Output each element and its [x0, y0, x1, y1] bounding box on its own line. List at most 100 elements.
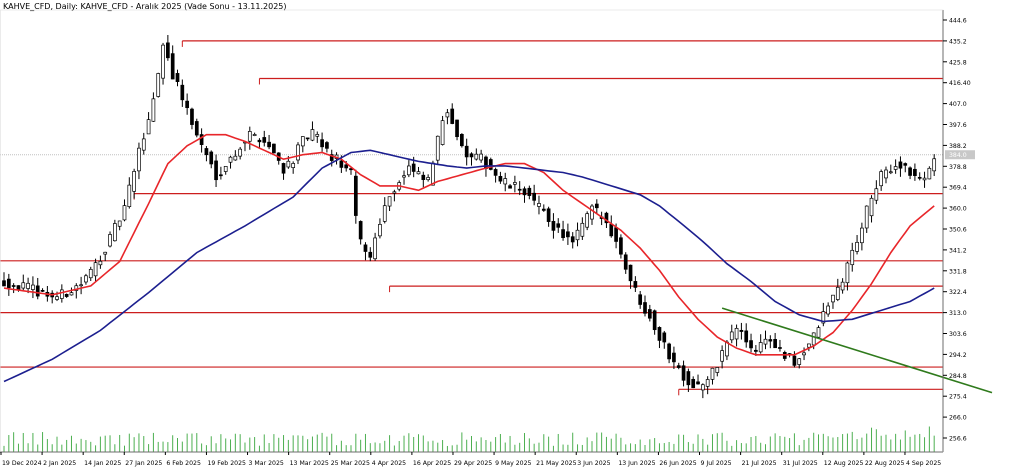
candle-body	[802, 352, 806, 356]
candle-body	[272, 143, 276, 154]
candle-body	[127, 184, 132, 207]
candle-body	[768, 339, 773, 342]
candle-body	[219, 174, 223, 177]
candle-body	[329, 154, 334, 161]
candle-body	[879, 171, 884, 187]
candle-body	[884, 169, 888, 179]
y-tick-label: 284.8	[949, 373, 967, 380]
candle-body	[378, 224, 382, 237]
last-price-box	[945, 150, 975, 160]
candle-body	[223, 166, 228, 172]
candle-body	[667, 343, 671, 360]
x-tick-label: 21 Jul 2025	[742, 460, 777, 467]
candle-body	[310, 129, 315, 141]
candle-body	[228, 156, 233, 163]
candle-body	[532, 192, 536, 201]
candle-body	[898, 161, 903, 169]
y-tick-label: 266.0	[949, 415, 967, 422]
trendline-group	[721, 307, 993, 394]
axes: 444.6 435.2 425.8 416.40 407.0 397.6 388.2 378.…	[0, 9, 975, 467]
candle-body	[440, 120, 445, 145]
candle-body	[594, 203, 599, 209]
candle-body	[614, 227, 618, 242]
candle-body	[431, 162, 435, 186]
candle-body	[546, 208, 551, 222]
candle-body	[893, 166, 898, 170]
candle-body	[488, 159, 493, 170]
candle-body	[541, 208, 546, 211]
x-tick-label: 31 Jul 2025	[783, 460, 818, 467]
candle-body	[469, 153, 474, 158]
candle-body	[908, 167, 912, 176]
candle-body	[763, 338, 768, 345]
candle-body	[922, 177, 927, 181]
x-tick-label: 2 Jan 2025	[43, 460, 76, 467]
trendline	[721, 307, 993, 394]
ma-slow-line	[3, 149, 935, 383]
candle-body	[652, 310, 657, 331]
candle-body	[619, 237, 623, 255]
y-tick-label: 397.6	[949, 122, 967, 129]
candle-body	[850, 249, 855, 266]
candle-body	[676, 365, 681, 368]
candle-body	[725, 341, 729, 357]
candle-body	[180, 84, 185, 101]
candle-body	[103, 251, 108, 255]
candle-body	[657, 327, 662, 341]
candle-body	[325, 142, 329, 149]
candle-body	[508, 185, 512, 189]
candle-body	[84, 275, 88, 283]
candle-body	[407, 165, 411, 176]
candle-body	[585, 213, 590, 228]
x-tick-label: 4 Apr 2025	[372, 460, 406, 467]
candle-body	[498, 175, 503, 182]
candle-body	[537, 203, 541, 207]
candle-body	[826, 305, 830, 315]
candle-body	[320, 139, 324, 148]
candle-body	[464, 145, 469, 158]
y-tick-label: 407.0	[949, 101, 967, 108]
candle-body	[373, 237, 377, 260]
candle-body	[98, 260, 103, 266]
candle-body	[315, 134, 320, 137]
candle-body	[869, 197, 874, 217]
candle-body	[175, 73, 180, 82]
candle-body	[11, 285, 16, 287]
candle-body	[623, 254, 628, 270]
candle-body	[831, 294, 835, 303]
x-tick-label: 13 Mar 2025	[290, 460, 329, 467]
candle-body	[93, 262, 98, 277]
candle-body	[734, 327, 739, 340]
candle-body	[628, 264, 633, 282]
x-tick-label: 6 Feb 2025	[166, 460, 201, 467]
y-tick-label: 435.2	[949, 38, 967, 45]
candle-body	[479, 153, 483, 161]
candle-body	[739, 329, 744, 332]
candle-body	[209, 151, 214, 165]
candle-body	[402, 175, 406, 178]
candle-body	[522, 188, 527, 196]
y-tick-label: 313.0	[949, 310, 967, 317]
candle-body	[40, 290, 45, 292]
candle-body	[604, 212, 609, 224]
candle-body	[26, 282, 30, 289]
candle-body	[503, 178, 508, 185]
candle-body	[638, 294, 643, 305]
candle-body	[527, 187, 532, 196]
candle-body	[59, 289, 64, 299]
candle-body	[556, 223, 561, 228]
y-tick-label: 369.4	[949, 185, 967, 192]
candle-body	[609, 223, 614, 237]
candle-body	[811, 332, 816, 346]
candle-body	[729, 331, 734, 341]
candle-body	[705, 379, 710, 387]
candle-body	[672, 352, 676, 363]
candle-body	[927, 167, 932, 180]
candle-body	[281, 163, 286, 174]
candle-body	[161, 44, 165, 79]
candle-body	[55, 296, 59, 300]
x-tick-label: 12 Aug 2025	[824, 460, 864, 467]
candle-body	[31, 284, 35, 290]
candle-body	[913, 168, 917, 176]
